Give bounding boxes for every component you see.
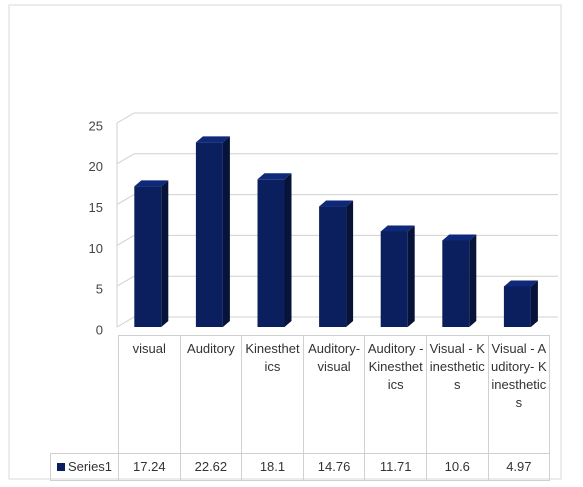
grid-line bbox=[116, 112, 135, 124]
x-tick-label: visual bbox=[118, 335, 181, 454]
x-tick-label-text: visual bbox=[132, 341, 166, 356]
x-tick-label-text: Auditory-visual bbox=[308, 341, 361, 374]
y-tick-label: 20 bbox=[89, 159, 103, 174]
data-label: 22.62 bbox=[179, 453, 243, 481]
data-label: 17.24 bbox=[118, 453, 181, 481]
bar-side bbox=[530, 280, 538, 327]
bar bbox=[257, 179, 285, 327]
bar bbox=[134, 186, 162, 327]
bar-top bbox=[257, 173, 292, 180]
x-tick-label: Auditory - Kinesthetics bbox=[364, 335, 427, 454]
data-label: 18.1 bbox=[241, 453, 304, 481]
data-label-text: 18.1 bbox=[259, 459, 286, 474]
grid-line bbox=[116, 234, 135, 246]
bar-side bbox=[161, 180, 169, 327]
bar bbox=[195, 142, 223, 327]
series-row: Series1 17.24 22.62 18.1 14.76 11.71 10.6 4.97 bbox=[50, 453, 551, 481]
grid-line bbox=[116, 153, 135, 165]
y-tick-label: 0 bbox=[96, 322, 103, 337]
legend-key bbox=[56, 463, 65, 471]
x-tick-label-text: Auditory - Kinesthetics bbox=[367, 341, 424, 392]
x-tick-label: Auditory-visual bbox=[302, 335, 366, 454]
bar bbox=[442, 240, 470, 327]
bar-top bbox=[319, 200, 354, 207]
x-tick-label: Visual - Kinesthetics bbox=[425, 335, 489, 454]
data-label-text: 4.97 bbox=[506, 459, 532, 474]
x-tick-label: Visual - Auditory- Kinesthetics bbox=[487, 335, 551, 454]
legend-label: Series1 bbox=[67, 459, 113, 474]
grid-line bbox=[116, 275, 135, 287]
bar-side bbox=[469, 234, 477, 327]
bar bbox=[503, 286, 531, 327]
bar-top bbox=[442, 234, 477, 241]
data-label: 4.97 bbox=[487, 453, 551, 481]
y-tick-label: 15 bbox=[89, 200, 103, 215]
data-label: 11.71 bbox=[364, 453, 427, 481]
bar-side bbox=[346, 200, 354, 327]
data-table: visual Auditory Kinesthetics Auditory-visua… bbox=[50, 335, 551, 481]
bar-top bbox=[134, 180, 169, 187]
category-row: visual Auditory Kinesthetics Auditory-visua… bbox=[50, 335, 551, 454]
bar-side bbox=[407, 225, 415, 327]
grid-line bbox=[116, 316, 135, 328]
bar-side bbox=[222, 136, 230, 327]
y-tick-label: 5 bbox=[96, 282, 103, 297]
x-tick-label-text: Visual - Auditory- Kinesthetics bbox=[491, 341, 547, 410]
y-tick-label: 25 bbox=[89, 118, 103, 133]
bar-top bbox=[503, 280, 538, 287]
bar-top bbox=[195, 136, 230, 143]
data-label-text: 11.71 bbox=[379, 459, 412, 474]
data-label: 10.6 bbox=[425, 453, 489, 481]
x-tick-label-text: Kinesthetics bbox=[245, 341, 300, 374]
x-tick-label: Kinesthetics bbox=[241, 335, 304, 454]
bar bbox=[380, 231, 408, 327]
empty-cell bbox=[50, 335, 119, 454]
bar bbox=[319, 206, 347, 327]
data-label-text: 14.76 bbox=[317, 459, 351, 474]
data-label-text: 10.6 bbox=[444, 459, 470, 474]
data-label: 14.76 bbox=[302, 453, 366, 481]
grid-line bbox=[116, 194, 135, 206]
bar-side bbox=[284, 173, 292, 327]
bar-top bbox=[380, 225, 415, 232]
x-tick-label-text: Visual - Kinesthetics bbox=[429, 341, 485, 392]
data-label-text: 17.24 bbox=[133, 459, 166, 474]
y-tick-label: 10 bbox=[89, 241, 103, 256]
x-tick-label-text: Auditory bbox=[187, 341, 235, 356]
legend-entry: Series1 bbox=[50, 453, 119, 481]
x-tick-label: Auditory bbox=[179, 335, 243, 454]
data-label-text: 22.62 bbox=[194, 459, 228, 474]
